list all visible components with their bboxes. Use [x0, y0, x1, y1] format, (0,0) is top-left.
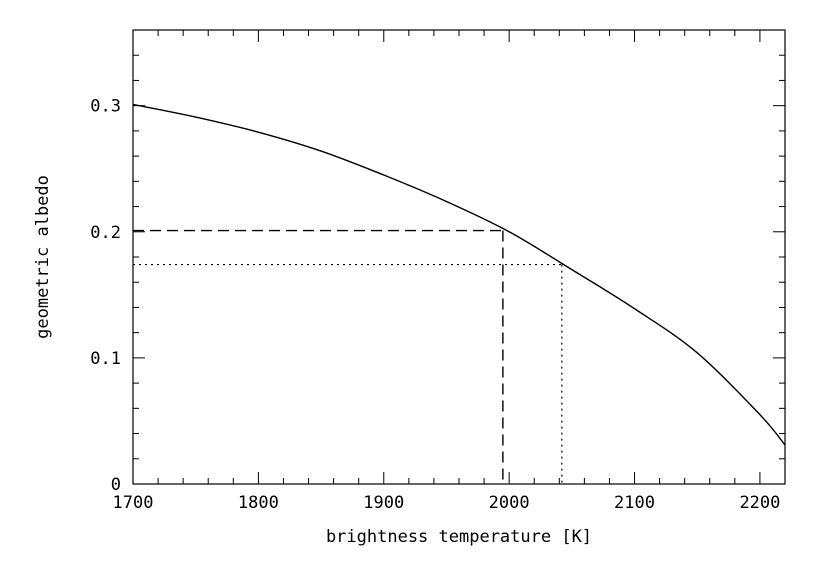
x-tick-label: 2000	[489, 493, 530, 513]
x-axis-label: brightness temperature [K]	[326, 527, 592, 547]
x-tick-label: 1800	[238, 493, 279, 513]
reference-lines	[133, 229, 563, 484]
y-axis-label: geometric albedo	[33, 175, 53, 339]
x-tick-label: 1900	[363, 493, 404, 513]
axis-ticks	[132, 29, 786, 485]
y-tick-label: 0	[111, 475, 121, 495]
plot-frame	[132, 29, 786, 485]
albedo-curve	[132, 103, 786, 446]
data-series	[132, 103, 786, 446]
x-tick-label: 2100	[614, 493, 655, 513]
y-tick-label: 0.3	[90, 97, 121, 117]
x-tick-label: 1700	[113, 493, 154, 513]
tick-labels: 1700 1800 1900 2000 2100 2200 0 0.1 0.2 0.3	[90, 97, 780, 513]
y-tick-label: 0.1	[90, 349, 121, 369]
x-tick-label: 2200	[739, 493, 780, 513]
y-tick-label: 0.2	[90, 223, 121, 243]
